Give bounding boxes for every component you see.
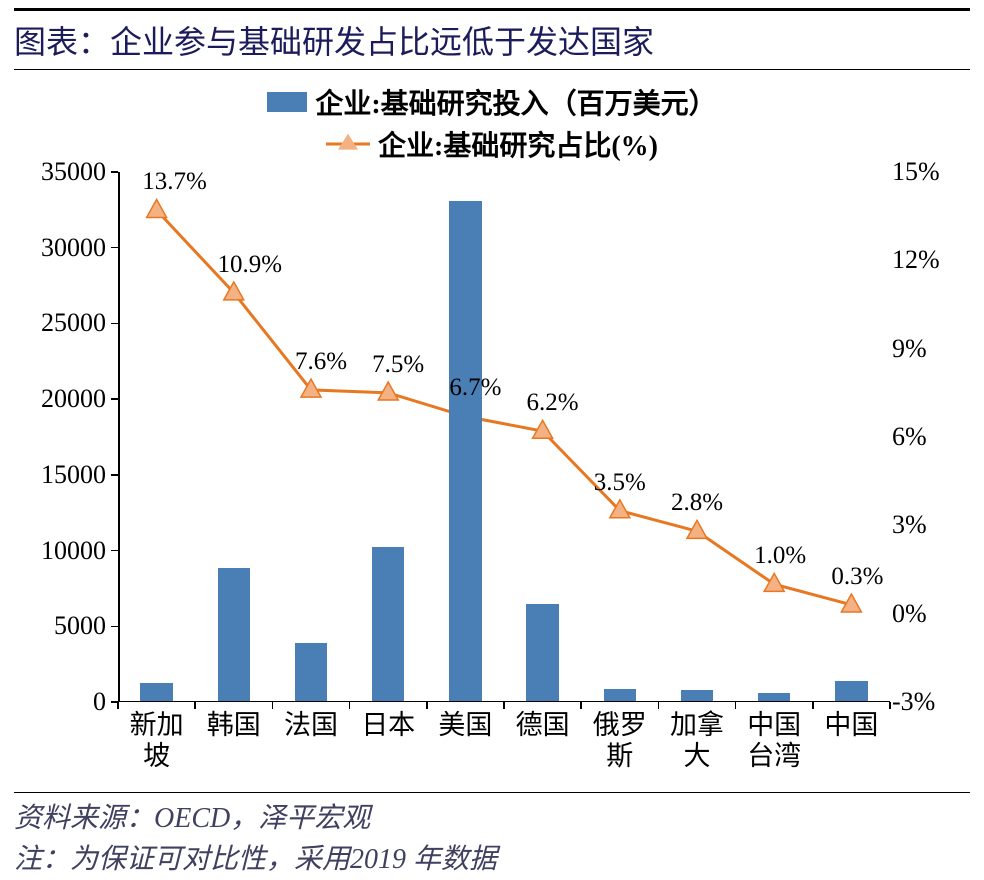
y-right-tick-label: 15% xyxy=(892,157,940,187)
plot-inner: 13.7%10.9%7.6%7.5%6.7%6.2%3.5%2.8%1.0%0.… xyxy=(118,172,890,702)
data-point-label: 6.7% xyxy=(449,374,501,402)
y-left-tick xyxy=(111,398,118,400)
legend-bar-label: 企业:基础研究投入（百万美元） xyxy=(315,82,716,122)
triangle-marker-icon xyxy=(764,573,784,591)
x-tick xyxy=(194,702,196,709)
bar xyxy=(218,568,250,701)
y-left-tick-label: 5000 xyxy=(54,611,106,641)
x-tick xyxy=(503,702,505,709)
plot-area: 05000100001500020000250003000035000 -3%0… xyxy=(22,172,962,702)
bar xyxy=(372,547,404,701)
triangle-marker-icon xyxy=(687,520,707,538)
chart-container: 图表：企业参与基础研发占比远低于发达国家 企业:基础研究投入（百万美元） 企业:… xyxy=(0,0,984,824)
legend-line-row: 企业:基础研究占比(%) xyxy=(14,124,970,164)
y-right-tick-label: 0% xyxy=(892,599,927,629)
bar xyxy=(604,689,636,701)
y-right-tick-label: 12% xyxy=(892,245,940,275)
chart-legend: 企业:基础研究投入（百万美元） 企业:基础研究占比(%) xyxy=(14,82,970,164)
x-tick xyxy=(658,702,660,709)
x-tick-label: 韩国 xyxy=(207,710,261,741)
footer-source: 资料来源：OECD，泽平宏观 xyxy=(14,799,970,840)
y-right-tick-label: 3% xyxy=(892,510,927,540)
data-point-label: 2.8% xyxy=(671,489,723,517)
bar xyxy=(835,681,867,701)
legend-bar-swatch xyxy=(267,92,307,112)
legend-line-swatch xyxy=(326,134,370,154)
bar xyxy=(758,693,790,701)
y-left-tick-label: 30000 xyxy=(41,233,106,263)
y-right-tick-label: 9% xyxy=(892,334,927,364)
x-tick-label: 新加坡 xyxy=(130,710,184,772)
chart-title: 图表：企业参与基础研发占比远低于发达国家 xyxy=(14,8,970,70)
x-tick xyxy=(349,702,351,709)
x-tick xyxy=(117,702,119,709)
x-tick-label: 法国 xyxy=(284,710,338,741)
y-left-tick xyxy=(111,550,118,552)
legend-line-label: 企业:基础研究占比(%) xyxy=(378,124,658,164)
y-right-tick-label: 6% xyxy=(892,422,927,452)
bar xyxy=(140,683,172,701)
chart-footer: 资料来源：OECD，泽平宏观 注：为保证可对比性，采用2019 年数据 xyxy=(14,792,970,880)
x-tick-label: 中国 xyxy=(824,710,878,741)
y-left-tick xyxy=(111,474,118,476)
triangle-marker-icon xyxy=(301,379,321,397)
y-left-tick-label: 15000 xyxy=(41,460,106,490)
x-tick xyxy=(580,702,582,709)
triangle-marker-icon xyxy=(533,420,553,438)
data-point-label: 1.0% xyxy=(754,542,806,570)
data-point-label: 3.5% xyxy=(594,469,646,497)
y-left-tick xyxy=(111,626,118,628)
x-tick-label: 中国台湾 xyxy=(747,710,801,772)
bar xyxy=(295,643,327,701)
x-tick xyxy=(426,702,428,709)
y-left-tick-label: 10000 xyxy=(41,536,106,566)
x-tick-label: 美国 xyxy=(438,710,492,741)
data-point-label: 7.6% xyxy=(295,348,347,376)
data-point-label: 10.9% xyxy=(218,251,283,279)
triangle-marker-icon xyxy=(224,282,244,300)
footer-note: 注：为保证可对比性，采用2019 年数据 xyxy=(14,840,970,880)
x-tick xyxy=(735,702,737,709)
y-left-tick xyxy=(111,171,118,173)
y-left-tick xyxy=(111,247,118,249)
y-axis-line xyxy=(118,172,120,702)
y-left-tick-label: 20000 xyxy=(41,384,106,414)
triangle-marker-icon xyxy=(147,199,167,217)
triangle-marker-icon xyxy=(610,500,630,518)
bar xyxy=(526,604,558,701)
y-left-tick xyxy=(111,323,118,325)
data-point-label: 13.7% xyxy=(142,168,207,196)
legend-bar-row: 企业:基础研究投入（百万美元） xyxy=(14,82,970,122)
data-point-label: 0.3% xyxy=(831,563,883,591)
x-tick-label: 加拿大 xyxy=(670,710,724,772)
data-point-label: 7.5% xyxy=(372,351,424,379)
x-tick-label: 俄罗斯 xyxy=(593,710,647,772)
bar xyxy=(449,201,481,701)
triangle-marker-icon xyxy=(378,382,398,400)
x-tick-label: 日本 xyxy=(361,710,415,741)
data-point-label: 6.2% xyxy=(527,389,579,417)
x-tick-label: 德国 xyxy=(516,710,570,741)
y-axis-left: 05000100001500020000250003000035000 xyxy=(22,172,112,702)
x-axis-labels: 新加坡韩国法国日本美国德国俄罗斯加拿大中国台湾中国 xyxy=(22,710,962,788)
y-left-tick-label: 25000 xyxy=(41,308,106,338)
triangle-marker-icon xyxy=(841,594,861,612)
y-left-tick-label: 35000 xyxy=(41,157,106,187)
bar xyxy=(681,690,713,701)
x-tick xyxy=(812,702,814,709)
x-tick xyxy=(272,702,274,709)
y-axis-right: -3%0%3%6%9%12%15% xyxy=(892,172,962,702)
x-tick xyxy=(889,702,891,709)
